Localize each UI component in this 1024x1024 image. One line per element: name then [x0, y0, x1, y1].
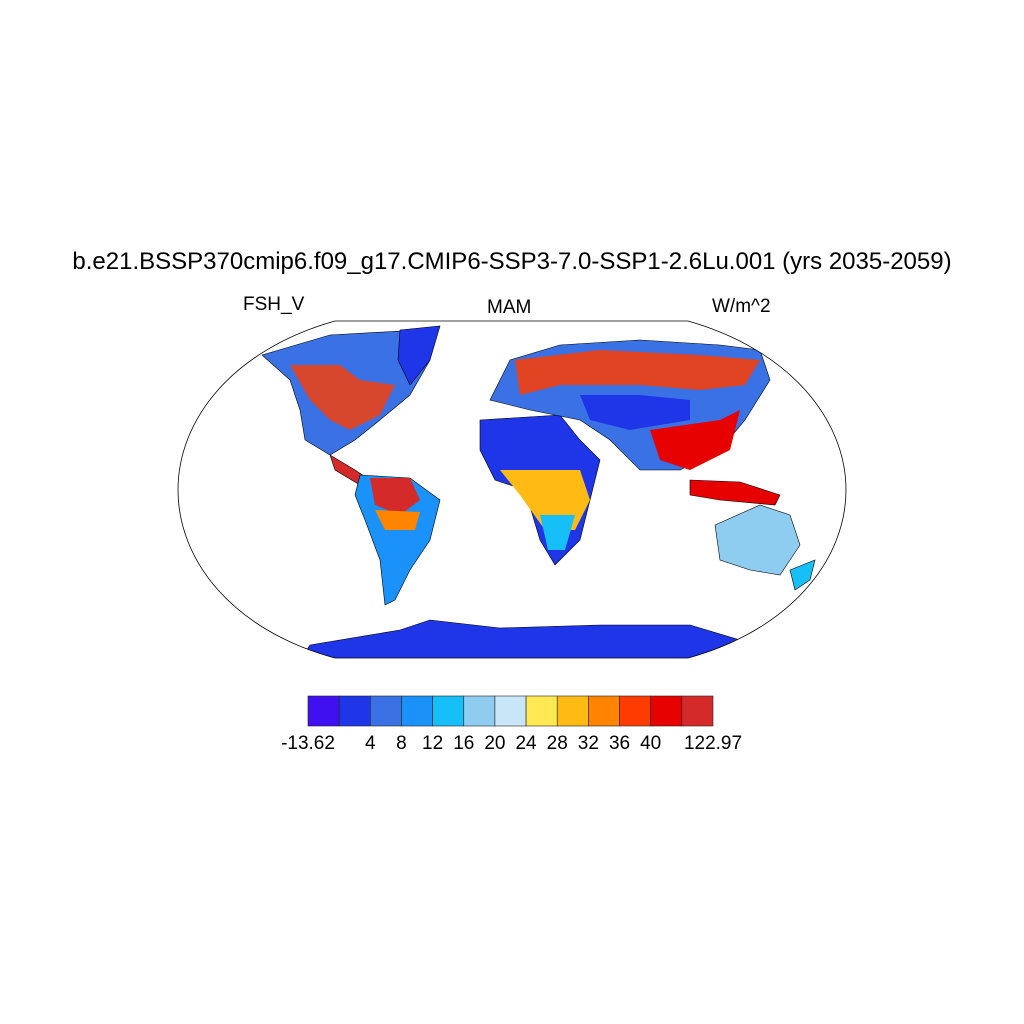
north-america-warm: [290, 365, 395, 430]
colorbar-label: 24: [515, 733, 537, 754]
colorbar-box: [556, 695, 589, 727]
colorbar-box: [307, 695, 340, 727]
antarctica: [299, 619, 761, 658]
colorbar-label: 36: [608, 733, 631, 754]
greenland: [397, 325, 441, 386]
colorbar-label: 16: [453, 733, 475, 754]
colorbar-box: [588, 695, 620, 727]
amazon-warm: [370, 478, 420, 515]
colorbar-box: [338, 695, 371, 727]
colorbar-label: 8: [396, 733, 407, 754]
plot-title: b.e21.BSSP370cmip6.f09_g17.CMIP6-SSP3-7.…: [72, 248, 952, 275]
colorbar-label: 122.97: [683, 733, 743, 754]
land-fields: [261, 325, 816, 658]
colorbar-label: -13.62: [281, 733, 335, 754]
south-america: [354, 474, 441, 606]
units-label: W/m^2: [712, 296, 771, 317]
colorbar-box: [525, 695, 558, 727]
colorbar-box: [619, 695, 651, 727]
colorbar-box: [494, 695, 527, 727]
colorbar-box: [401, 695, 433, 727]
colorbar-box: [650, 695, 683, 727]
colorbar-label: 28: [546, 733, 568, 754]
colorbar-label: 40: [640, 733, 662, 754]
colorbar-box: [681, 695, 714, 727]
colorbar-label: 20: [484, 733, 506, 754]
maritime-continent: [689, 479, 781, 506]
colorbar-box: [370, 695, 402, 727]
variable-label: FSH_V: [243, 294, 305, 315]
colorbar: [307, 695, 714, 727]
season-label: MAM: [487, 297, 532, 318]
australia: [714, 504, 801, 576]
colorbar-label: 32: [577, 733, 599, 754]
colorbar-box: [463, 695, 496, 727]
colorbar-label: 4: [365, 733, 376, 754]
colorbar-label: 12: [422, 733, 444, 754]
colorbar-box: [432, 695, 465, 727]
map-border: [177, 320, 847, 659]
